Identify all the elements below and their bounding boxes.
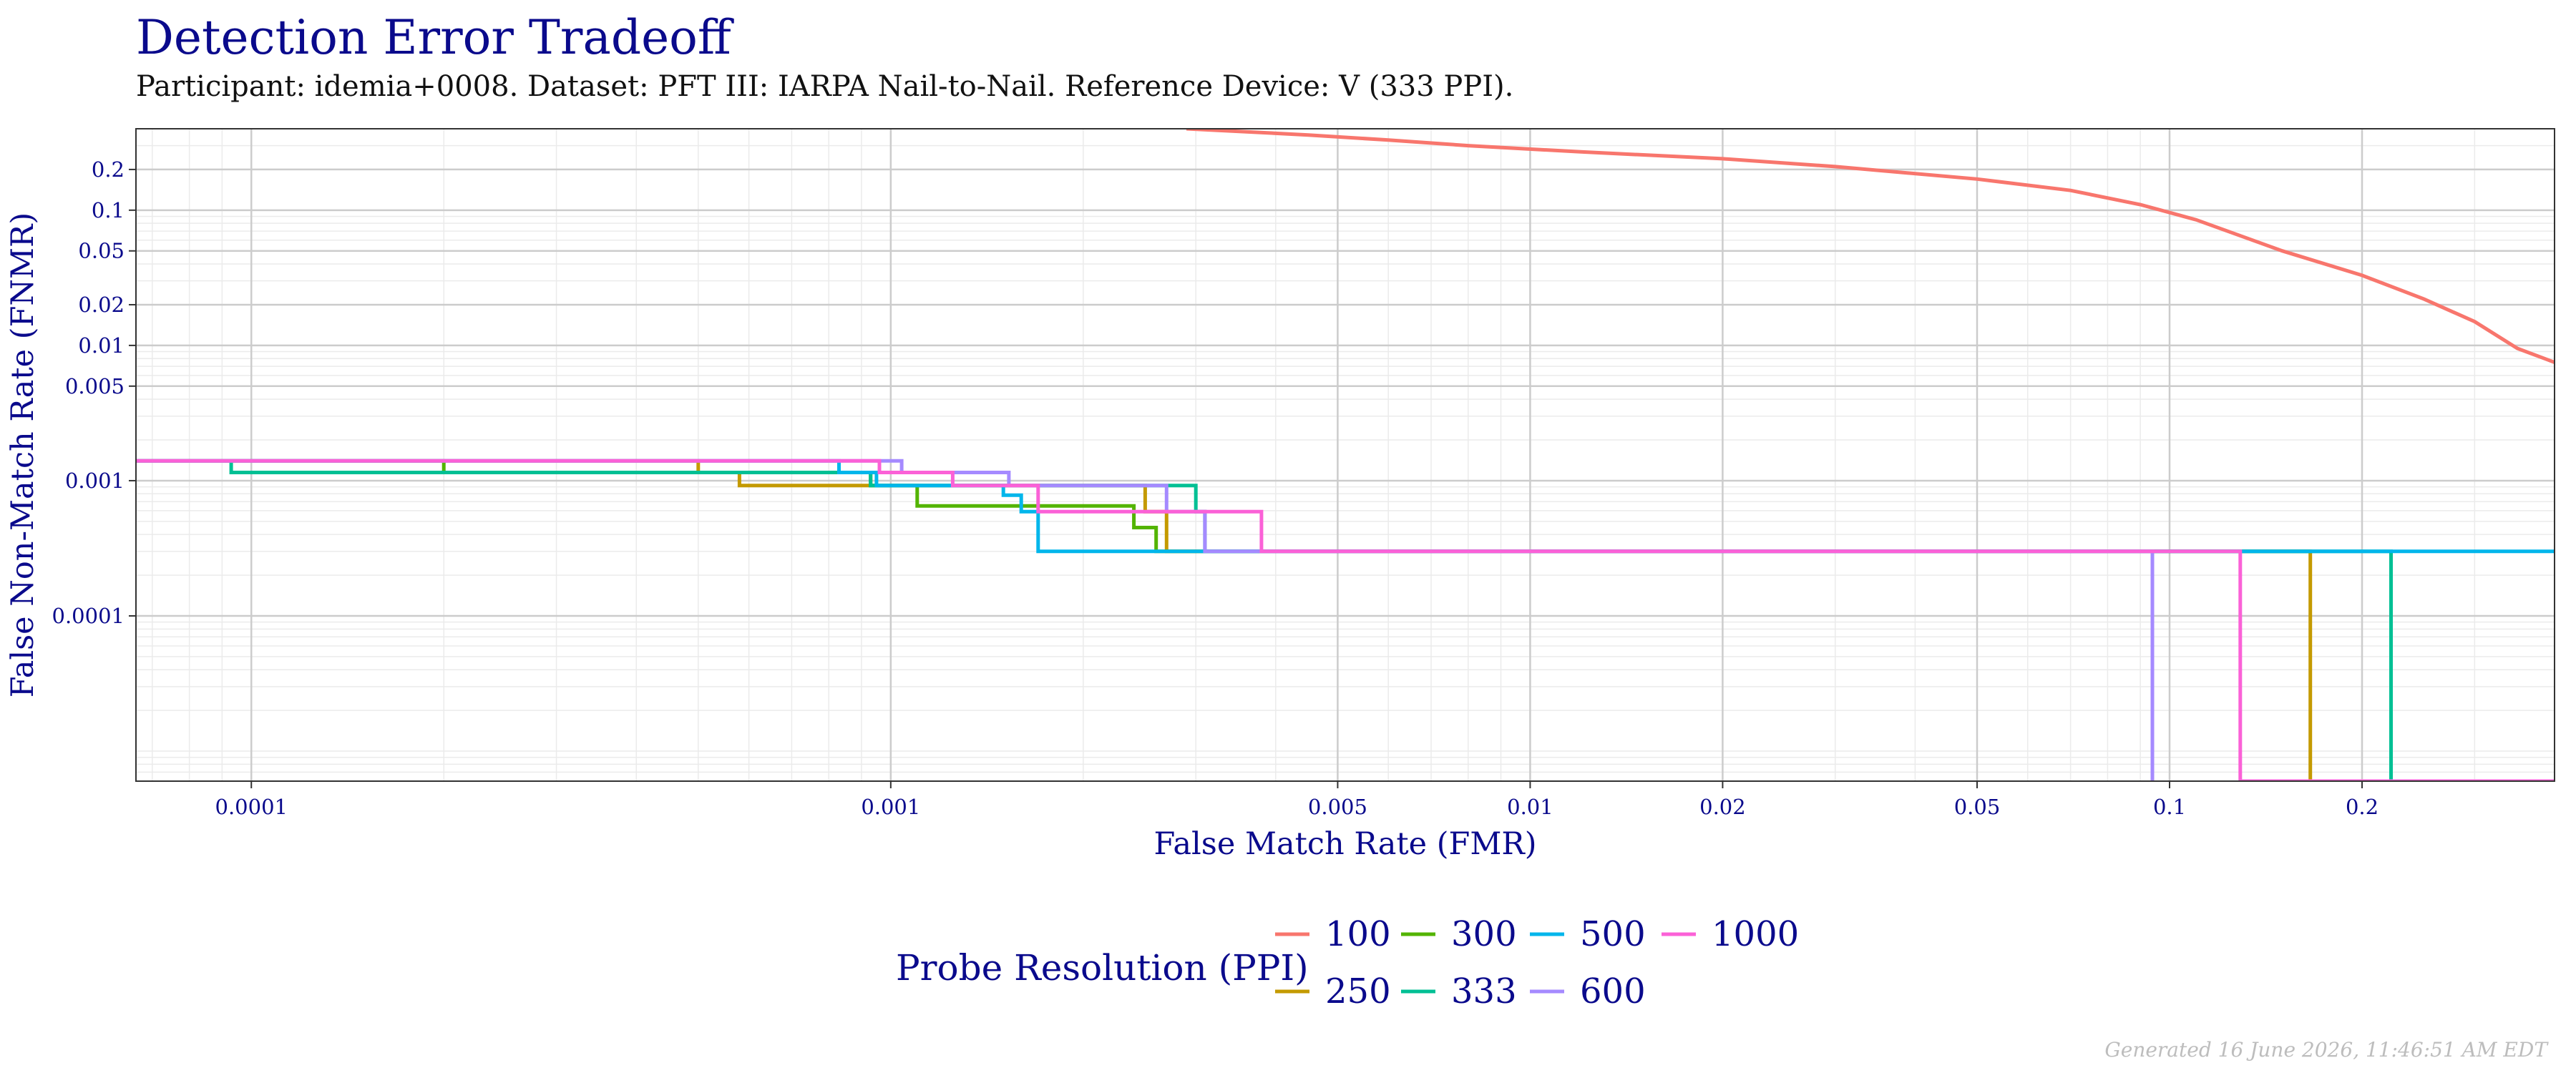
plot-panel-border xyxy=(135,128,2555,782)
legend-label-300: 300 xyxy=(1451,914,1517,954)
legend-item-500: 500 xyxy=(1530,914,1646,954)
series-line-1000 xyxy=(136,459,2555,781)
legend-title: Probe Resolution (PPI) xyxy=(896,947,1309,989)
series-line-300 xyxy=(136,459,2311,554)
x-axis-title: False Match Rate (FMR) xyxy=(1153,826,1536,862)
x-tick-label: 0.0001 xyxy=(215,795,288,819)
legend-item-300: 300 xyxy=(1401,914,1517,954)
x-tick-label: 0.01 xyxy=(1507,795,1553,819)
legend-label-1000: 1000 xyxy=(1712,914,1799,954)
legend-label-333: 333 xyxy=(1451,971,1517,1011)
major-gridlines xyxy=(136,129,2555,781)
x-tick-label: 0.05 xyxy=(1954,795,2001,819)
legend-label-100: 100 xyxy=(1325,914,1391,954)
y-tick-label: 0.0001 xyxy=(52,604,125,628)
legend: 100 250 300 333 500 600 1000 xyxy=(1275,914,1799,1011)
series-layer xyxy=(136,129,2555,781)
legend-item-600: 600 xyxy=(1530,971,1646,1011)
y-tick-label: 0.01 xyxy=(78,333,125,358)
y-axis-title: False Non-Match Rate (FNMR) xyxy=(5,212,41,697)
legend-label-500: 500 xyxy=(1580,914,1646,954)
chart-subtitle: Participant: idemia+0008. Dataset: PFT I… xyxy=(136,70,1514,103)
x-tick-label: 0.001 xyxy=(861,795,920,819)
legend-item-333: 333 xyxy=(1401,971,1517,1011)
legend-label-250: 250 xyxy=(1325,971,1391,1011)
chart-title: Detection Error Tradeoff xyxy=(136,10,731,65)
x-axis-ticks: 0.0001 0.001 0.005 0.01 0.02 0.05 0.1 0.2 xyxy=(215,781,2379,819)
series-line-250 xyxy=(136,459,2313,781)
series-line-333 xyxy=(229,461,2393,781)
generated-timestamp: Generated 16 June 2026, 11:46:51 AM EDT xyxy=(2104,1038,2547,1062)
x-tick-label: 0.1 xyxy=(2153,795,2186,819)
series-line-500 xyxy=(136,459,2555,554)
y-tick-label: 0.001 xyxy=(65,469,125,493)
y-tick-label: 0.1 xyxy=(92,198,125,222)
x-tick-label: 0.2 xyxy=(2346,795,2379,819)
y-tick-label: 0.2 xyxy=(92,157,125,182)
legend-item-100: 100 xyxy=(1275,914,1391,954)
series-line-100 xyxy=(1186,129,2555,364)
y-tick-label: 0.02 xyxy=(78,293,125,317)
y-tick-label: 0.005 xyxy=(65,374,125,398)
legend-label-600: 600 xyxy=(1580,971,1646,1011)
minor-gridlines xyxy=(136,129,2555,781)
x-tick-label: 0.005 xyxy=(1308,795,1367,819)
y-tick-label: 0.05 xyxy=(78,239,125,263)
legend-item-250: 250 xyxy=(1275,971,1391,1011)
legend-item-1000: 1000 xyxy=(1662,914,1799,954)
x-tick-label: 0.02 xyxy=(1699,795,1746,819)
y-axis-ticks: 0.0001 0.001 0.005 0.01 0.02 0.05 0.1 0.2 xyxy=(52,157,136,628)
